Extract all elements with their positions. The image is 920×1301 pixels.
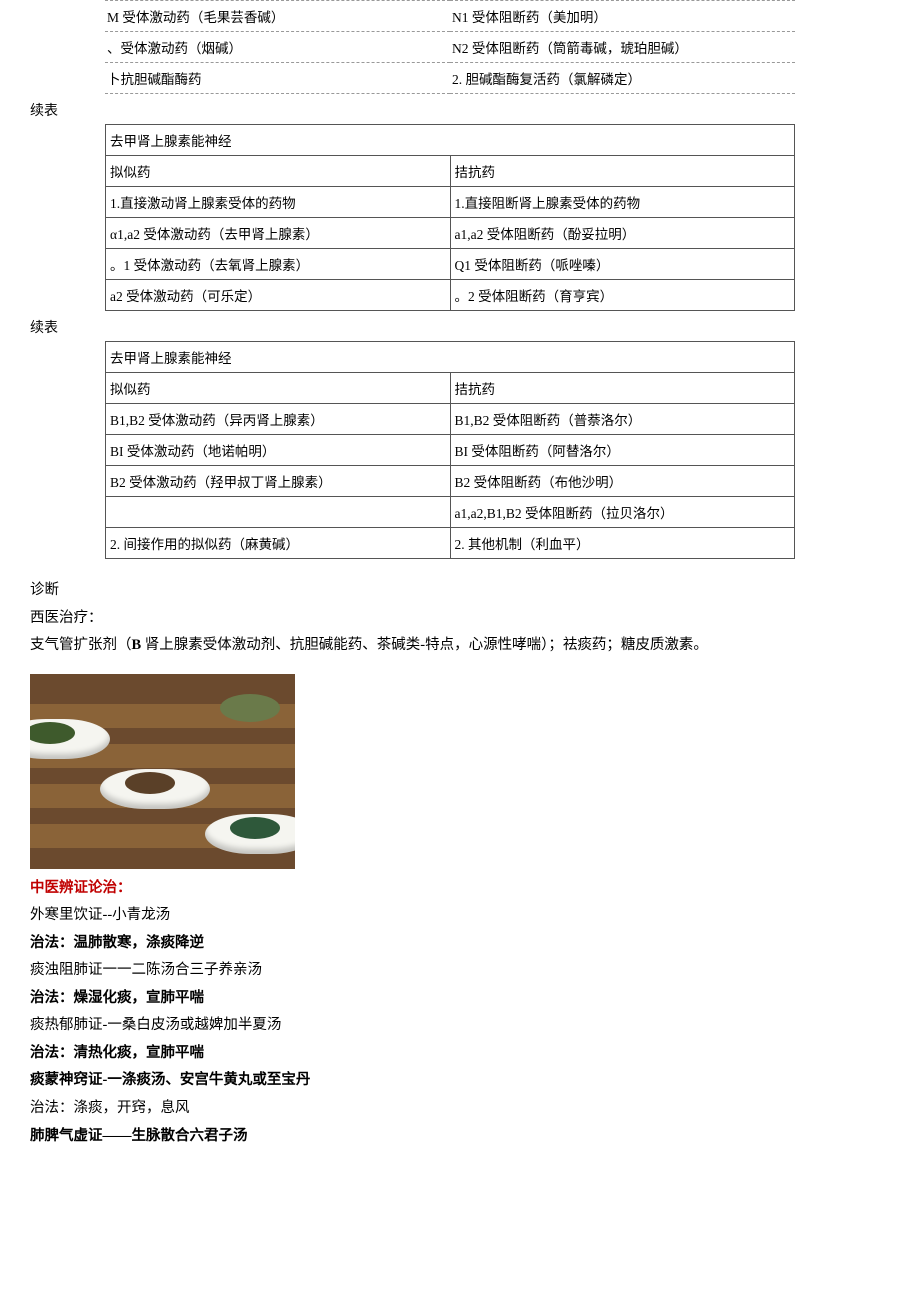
table-row: 。1 受体激动药（去氧肾上腺素）Q1 受体阻断药（哌唑嗪） <box>106 249 795 280</box>
cell: 卜抗胆碱酯酶药 <box>105 63 450 94</box>
herbs-photo <box>30 674 295 869</box>
table-row: BI 受体激动药（地诺帕明）BI 受体阻断药（阿替洛尔） <box>106 435 795 466</box>
table-row: M 受体激动药（毛果芸香碱） N1 受体阻断药（美加明） <box>105 1 795 32</box>
tcm-method: 治法：清热化痰，宣肺平喘 <box>30 1040 890 1068</box>
cell: B2 受体激动药（羟甲叔丁肾上腺素） <box>106 466 451 497</box>
cell: 1.直接阻断肾上腺素受体的药物 <box>450 187 795 218</box>
table-header: 去甲肾上腺素能神经 <box>106 342 795 373</box>
cell: 拟似药 <box>106 373 451 404</box>
continued-label: 续表 <box>30 98 890 124</box>
tcm-method: 治法：涤痰，开窍，息风 <box>30 1095 890 1123</box>
cell: M 受体激动药（毛果芸香碱） <box>105 1 450 32</box>
table-row: 、受体激动药（烟碱） N2 受体阻断药（筒箭毒碱，琥珀胆碱） <box>105 32 795 63</box>
tcm-method: 治法：温肺散寒，涤痰降逆 <box>30 930 890 958</box>
western-treatment-text: 支气管扩张剂（B 肾上腺素受体激动剂、抗胆碱能药、茶碱类-特点，心源性哮喘）；祛… <box>30 632 890 660</box>
table-row: 去甲肾上腺素能神经 <box>106 125 795 156</box>
cell: 。1 受体激动药（去氧肾上腺素） <box>106 249 451 280</box>
cell: B1,B2 受体激动药（异丙肾上腺素） <box>106 404 451 435</box>
tcm-line: 肺脾气虚证——生脉散合六君子汤 <box>30 1123 890 1151</box>
cell: 。2 受体阻断药（育亨宾） <box>450 280 795 311</box>
table-row: 2. 间接作用的拟似药（麻黄碱）2. 其他机制（利血平） <box>106 528 795 559</box>
cell: a1,a2,B1,B2 受体阻断药（拉贝洛尔） <box>450 497 795 528</box>
tcm-line: 痰浊阻肺证一一二陈汤合三子养亲汤 <box>30 957 890 985</box>
tcm-heading: 中医辨证论治： <box>30 875 890 903</box>
cell: BI 受体阻断药（阿替洛尔） <box>450 435 795 466</box>
text-span: 肾上腺素受体激动剂、抗胆碱能药、茶碱类-特点，心源性哮喘）；祛痰药；糖皮质激素。 <box>141 637 708 653</box>
table-row: a1,a2,B1,B2 受体阻断药（拉贝洛尔） <box>106 497 795 528</box>
tcm-line: 痰热郁肺证-一桑白皮汤或越婢加半夏汤 <box>30 1012 890 1040</box>
tcm-line: 外寒里饮证--小青龙汤 <box>30 902 890 930</box>
text-span: 支气管扩张剂（ <box>30 637 132 653</box>
tcm-line: 痰蒙神窍证-一涤痰汤、安宫牛黄丸或至宝丹 <box>30 1067 890 1095</box>
western-treatment-heading: 西医治疗： <box>30 605 890 633</box>
cell: 2. 其他机制（利血平） <box>450 528 795 559</box>
cell: 拟似药 <box>106 156 451 187</box>
tcm-method: 治法：燥湿化痰，宣肺平喘 <box>30 985 890 1013</box>
table-row: 1.直接激动肾上腺素受体的药物1.直接阻断肾上腺素受体的药物 <box>106 187 795 218</box>
table-cholinergic: M 受体激动药（毛果芸香碱） N1 受体阻断药（美加明） 、受体激动药（烟碱） … <box>105 0 795 94</box>
table-row: B2 受体激动药（羟甲叔丁肾上腺素）B2 受体阻断药（布他沙明） <box>106 466 795 497</box>
text-bold: B <box>132 637 142 653</box>
cell: B1,B2 受体阻断药（普萘洛尔） <box>450 404 795 435</box>
table-norepinephrine-2: 去甲肾上腺素能神经 拟似药 拮抗药 B1,B2 受体激动药（异丙肾上腺素）B1,… <box>105 341 795 559</box>
cell: Q1 受体阻断药（哌唑嗪） <box>450 249 795 280</box>
cell: 1.直接激动肾上腺素受体的药物 <box>106 187 451 218</box>
continued-label: 续表 <box>30 315 890 341</box>
cell <box>106 497 451 528</box>
cell: a2 受体激动药（可乐定） <box>106 280 451 311</box>
table-row: 拟似药 拮抗药 <box>106 156 795 187</box>
cell: 2. 胆碱酯酶复活药（氯解磷定） <box>450 63 795 94</box>
diagnosis-heading: 诊断 <box>30 577 890 605</box>
cell: BI 受体激动药（地诺帕明） <box>106 435 451 466</box>
table-row: a2 受体激动药（可乐定）。2 受体阻断药（育亨宾） <box>106 280 795 311</box>
table-header: 去甲肾上腺素能神经 <box>106 125 795 156</box>
cell: N1 受体阻断药（美加明） <box>450 1 795 32</box>
cell: B2 受体阻断药（布他沙明） <box>450 466 795 497</box>
cell: 拮抗药 <box>450 373 795 404</box>
cell: 2. 间接作用的拟似药（麻黄碱） <box>106 528 451 559</box>
cell: N2 受体阻断药（筒箭毒碱，琥珀胆碱） <box>450 32 795 63</box>
table-row: α1,a2 受体激动药（去甲肾上腺素）a1,a2 受体阻断药（酚妥拉明） <box>106 218 795 249</box>
cell: a1,a2 受体阻断药（酚妥拉明） <box>450 218 795 249</box>
cell: 、受体激动药（烟碱） <box>105 32 450 63</box>
table-row: 拟似药 拮抗药 <box>106 373 795 404</box>
table-row: 去甲肾上腺素能神经 <box>106 342 795 373</box>
cell: α1,a2 受体激动药（去甲肾上腺素） <box>106 218 451 249</box>
table-row: B1,B2 受体激动药（异丙肾上腺素）B1,B2 受体阻断药（普萘洛尔） <box>106 404 795 435</box>
cell: 拮抗药 <box>450 156 795 187</box>
table-row: 卜抗胆碱酯酶药 2. 胆碱酯酶复活药（氯解磷定） <box>105 63 795 94</box>
table-norepinephrine-1: 去甲肾上腺素能神经 拟似药 拮抗药 1.直接激动肾上腺素受体的药物1.直接阻断肾… <box>105 124 795 311</box>
